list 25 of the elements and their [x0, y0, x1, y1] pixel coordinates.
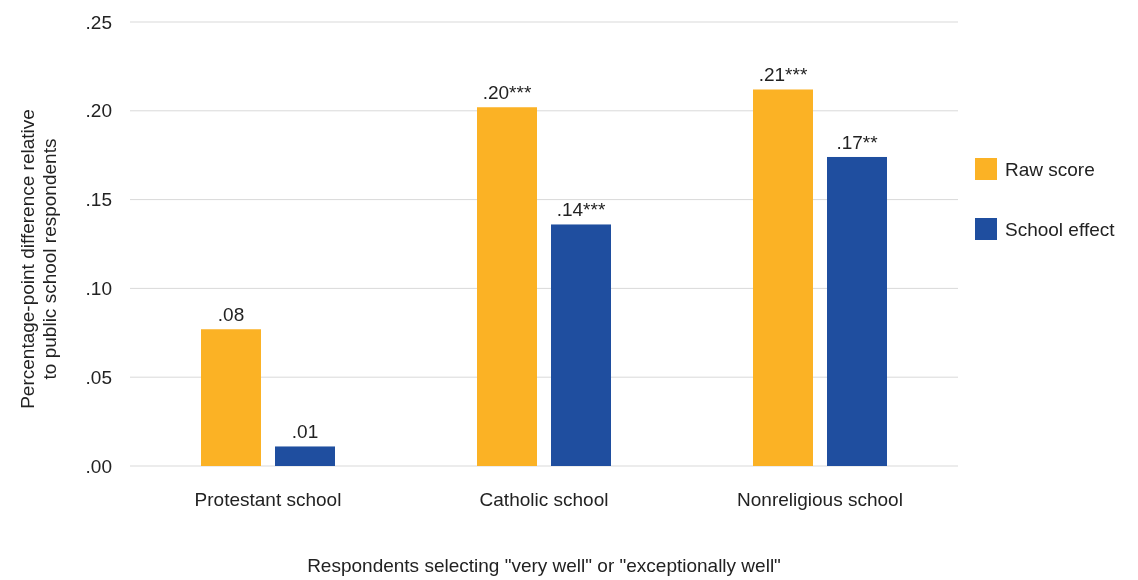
legend-label: School effect: [1005, 218, 1116, 240]
x-tick-label: Catholic school: [479, 489, 609, 510]
data-label: .17**: [836, 131, 879, 153]
y-tick-label: .15: [85, 189, 112, 211]
data-label: .20***: [482, 82, 532, 104]
bar: [753, 89, 813, 466]
x-tick-label: Nonreligious school: [737, 489, 903, 510]
bar: [827, 156, 887, 466]
x-tick-label: Protestant school: [194, 489, 342, 510]
y-tick-label: .00: [85, 455, 112, 477]
bar: [551, 224, 611, 466]
data-label: .01: [291, 421, 319, 443]
bar: [477, 107, 537, 466]
bar: [275, 446, 335, 466]
x-axis-title: Respondents selecting "very well" or "exceptionally well": [307, 555, 781, 576]
bar: [201, 329, 261, 466]
y-tick-label: .25: [85, 11, 112, 33]
legend-label: Raw score: [1005, 158, 1095, 180]
y-axis-title: Percentage-point difference relative to public school respondents: [17, 109, 60, 409]
y-tick-label: .10: [85, 278, 112, 300]
y-tick-label: .05: [85, 366, 112, 388]
data-label: .14***: [556, 199, 606, 221]
y-tick-label: .20: [85, 100, 112, 122]
data-label: .21***: [758, 64, 808, 86]
data-label: .08: [217, 304, 245, 326]
